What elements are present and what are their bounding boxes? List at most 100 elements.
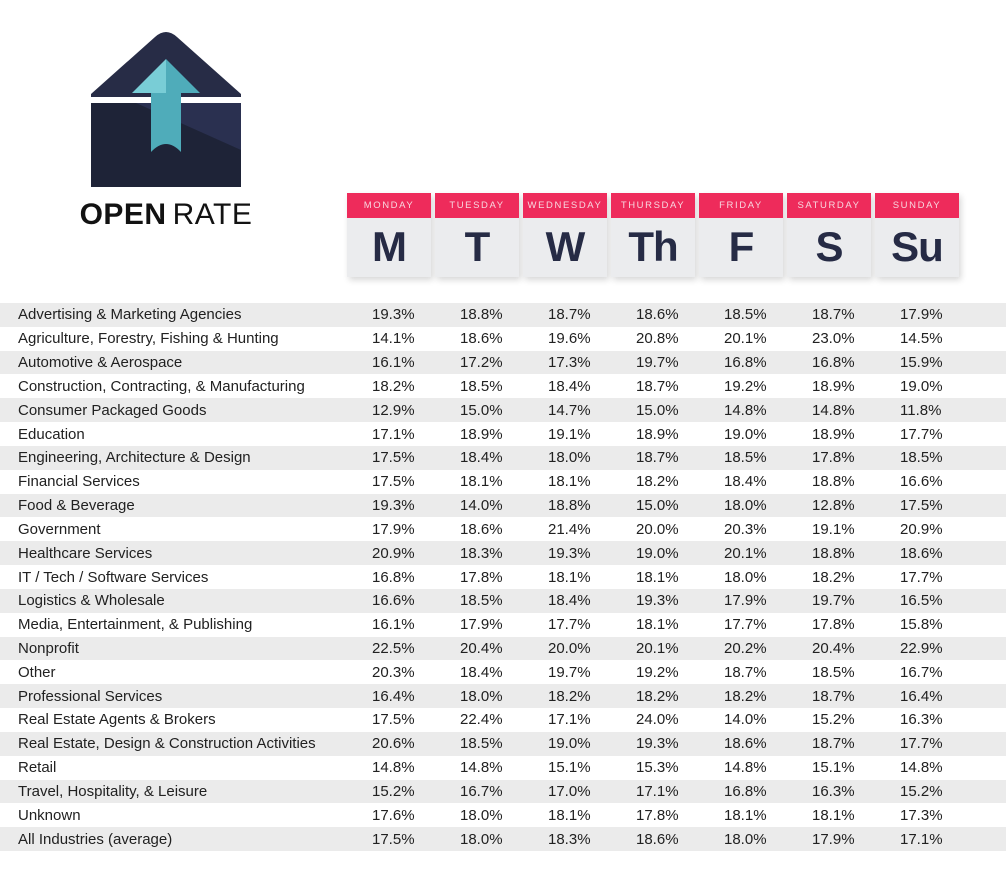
rate-cell-tuesday: 18.5% bbox=[460, 735, 503, 753]
rate-cell-thursday: 18.2% bbox=[636, 473, 679, 491]
day-banner-label: FRIDAY bbox=[699, 193, 783, 218]
rate-cell-wednesday: 17.0% bbox=[548, 782, 591, 800]
rate-cell-saturday: 18.9% bbox=[812, 425, 855, 443]
rate-cell-sunday: 17.7% bbox=[900, 568, 943, 586]
rate-cell-friday: 19.0% bbox=[724, 425, 767, 443]
rate-cell-sunday: 19.0% bbox=[900, 377, 943, 395]
industry-name: Nonprofit bbox=[18, 640, 79, 657]
rate-cell-friday: 18.2% bbox=[724, 687, 767, 705]
rate-cell-thursday: 19.0% bbox=[636, 544, 679, 562]
rate-cell-friday: 20.3% bbox=[724, 520, 767, 538]
day-card-monday: MONDAY M bbox=[347, 193, 431, 277]
day-abbreviation: T bbox=[464, 222, 491, 270]
table-row: Education 17.1% 18.9% 19.1% 18.9% 19.0% 18.9% 1… bbox=[0, 422, 1006, 446]
industry-name: Advertising & Marketing Agencies bbox=[18, 306, 242, 324]
rate-cell-tuesday: 18.0% bbox=[460, 806, 503, 824]
rate-cell-sunday: 17.7% bbox=[900, 735, 943, 753]
open-rate-table: Advertising & Marketing Agencies 19.3% 18.… bbox=[0, 303, 1006, 852]
day-banner-label: SATURDAY bbox=[787, 193, 871, 218]
rate-cell-thursday: 24.0% bbox=[636, 711, 679, 729]
table-row: Unknown 17.6% 18.0% 18.1% 17.8% 18.1% 18.1% 17.… bbox=[0, 803, 1006, 827]
rate-cell-wednesday: 21.4% bbox=[548, 520, 591, 538]
rate-cell-wednesday: 14.7% bbox=[548, 401, 591, 419]
rate-cell-tuesday: 20.4% bbox=[460, 640, 503, 657]
table-row: All Industries (average) 17.5% 18.0% 18.3% 1… bbox=[0, 827, 1006, 852]
rate-cell-thursday: 20.1% bbox=[636, 640, 679, 657]
rate-cell-sunday: 18.5% bbox=[900, 449, 943, 467]
day-card-tuesday: TUESDAY T bbox=[435, 193, 519, 277]
rate-cell-sunday: 22.9% bbox=[900, 640, 943, 657]
logo-title: OPEN RATE bbox=[78, 198, 254, 232]
table-row: Engineering, Architecture & Design 17.5% 1… bbox=[0, 445, 1006, 470]
rate-cell-monday: 17.5% bbox=[372, 711, 415, 729]
day-abbreviation: M bbox=[372, 222, 407, 270]
rate-cell-wednesday: 20.0% bbox=[548, 640, 591, 657]
industry-name: Professional Services bbox=[18, 687, 163, 705]
rate-cell-thursday: 18.7% bbox=[636, 377, 679, 395]
industry-name: Healthcare Services bbox=[18, 544, 153, 562]
industry-name: Media, Entertainment, & Publishing bbox=[18, 616, 253, 634]
rate-cell-monday: 12.9% bbox=[372, 401, 415, 419]
rate-cell-sunday: 18.6% bbox=[900, 544, 943, 562]
rate-cell-friday: 16.8% bbox=[724, 782, 767, 800]
rate-cell-monday: 20.9% bbox=[372, 544, 415, 562]
rate-cell-sunday: 16.3% bbox=[900, 711, 943, 729]
rate-cell-thursday: 18.6% bbox=[636, 306, 679, 324]
rate-cell-tuesday: 18.4% bbox=[460, 663, 503, 681]
rate-cell-saturday: 18.8% bbox=[812, 544, 855, 562]
industry-name: Travel, Hospitality, & Leisure bbox=[18, 782, 208, 800]
rate-cell-wednesday: 19.6% bbox=[548, 330, 591, 348]
rate-cell-monday: 22.5% bbox=[372, 640, 415, 657]
day-banner-label: THURSDAY bbox=[611, 193, 695, 218]
rate-cell-saturday: 14.8% bbox=[812, 401, 855, 419]
rate-cell-sunday: 11.8% bbox=[900, 401, 942, 419]
rate-cell-friday: 14.0% bbox=[724, 711, 767, 729]
rate-cell-sunday: 14.8% bbox=[900, 759, 943, 777]
table-row: IT / Tech / Software Services 16.8% 17.8% 1… bbox=[0, 565, 1006, 589]
rate-cell-thursday: 20.0% bbox=[636, 520, 679, 538]
rate-cell-saturday: 18.7% bbox=[812, 687, 855, 705]
industry-name: Financial Services bbox=[18, 473, 140, 491]
rate-cell-friday: 16.8% bbox=[724, 354, 767, 372]
rate-cell-sunday: 20.9% bbox=[900, 520, 943, 538]
table-row: Healthcare Services 20.9% 18.3% 19.3% 19.0% 2… bbox=[0, 541, 1006, 566]
open-rate-logo: OPEN RATE bbox=[78, 30, 254, 232]
day-abbreviation: S bbox=[815, 222, 843, 270]
table-row: Construction, Contracting, & Manufacturi… bbox=[0, 374, 1006, 398]
table-row: Retail 14.8% 14.8% 15.1% 15.3% 14.8% 15.1% 14.8… bbox=[0, 756, 1006, 780]
industry-name: Retail bbox=[18, 759, 57, 777]
rate-cell-saturday: 15.2% bbox=[812, 711, 855, 729]
rate-cell-wednesday: 18.3% bbox=[548, 830, 591, 848]
industry-name: Real Estate, Design & Construction Activ… bbox=[18, 735, 316, 753]
rate-cell-friday: 20.1% bbox=[724, 330, 767, 348]
rate-cell-wednesday: 17.3% bbox=[548, 354, 591, 372]
rate-cell-sunday: 16.5% bbox=[900, 592, 943, 610]
rate-cell-monday: 18.2% bbox=[372, 377, 415, 395]
rate-cell-friday: 17.9% bbox=[724, 592, 767, 610]
rate-cell-friday: 18.0% bbox=[724, 497, 767, 515]
rate-cell-wednesday: 18.2% bbox=[548, 687, 591, 705]
rate-cell-monday: 19.3% bbox=[372, 306, 415, 324]
rate-cell-tuesday: 18.5% bbox=[460, 592, 503, 610]
rate-cell-sunday: 17.1% bbox=[900, 830, 943, 848]
rate-cell-monday: 19.3% bbox=[372, 497, 415, 515]
rate-cell-tuesday: 17.2% bbox=[460, 354, 503, 372]
rate-cell-tuesday: 18.8% bbox=[460, 306, 503, 324]
rate-cell-friday: 14.8% bbox=[724, 401, 767, 419]
rate-cell-friday: 18.4% bbox=[724, 473, 767, 491]
rate-cell-friday: 18.7% bbox=[724, 663, 767, 681]
rate-cell-monday: 17.9% bbox=[372, 520, 415, 538]
table-row: Professional Services 16.4% 18.0% 18.2% 18.2… bbox=[0, 684, 1006, 709]
rate-cell-saturday: 18.8% bbox=[812, 473, 855, 491]
rate-cell-tuesday: 18.4% bbox=[460, 449, 503, 467]
rate-cell-tuesday: 14.8% bbox=[460, 759, 503, 777]
rate-cell-monday: 17.6% bbox=[372, 806, 415, 824]
rate-cell-sunday: 16.7% bbox=[900, 663, 943, 681]
rate-cell-sunday: 17.9% bbox=[900, 306, 943, 324]
logo-title-bold: OPEN bbox=[79, 198, 167, 231]
rate-cell-monday: 16.4% bbox=[372, 687, 415, 705]
industry-name: Automotive & Aerospace bbox=[18, 354, 183, 372]
rate-cell-friday: 18.6% bbox=[724, 735, 767, 753]
rate-cell-sunday: 15.2% bbox=[900, 782, 943, 800]
day-abbreviation: F bbox=[728, 222, 755, 270]
